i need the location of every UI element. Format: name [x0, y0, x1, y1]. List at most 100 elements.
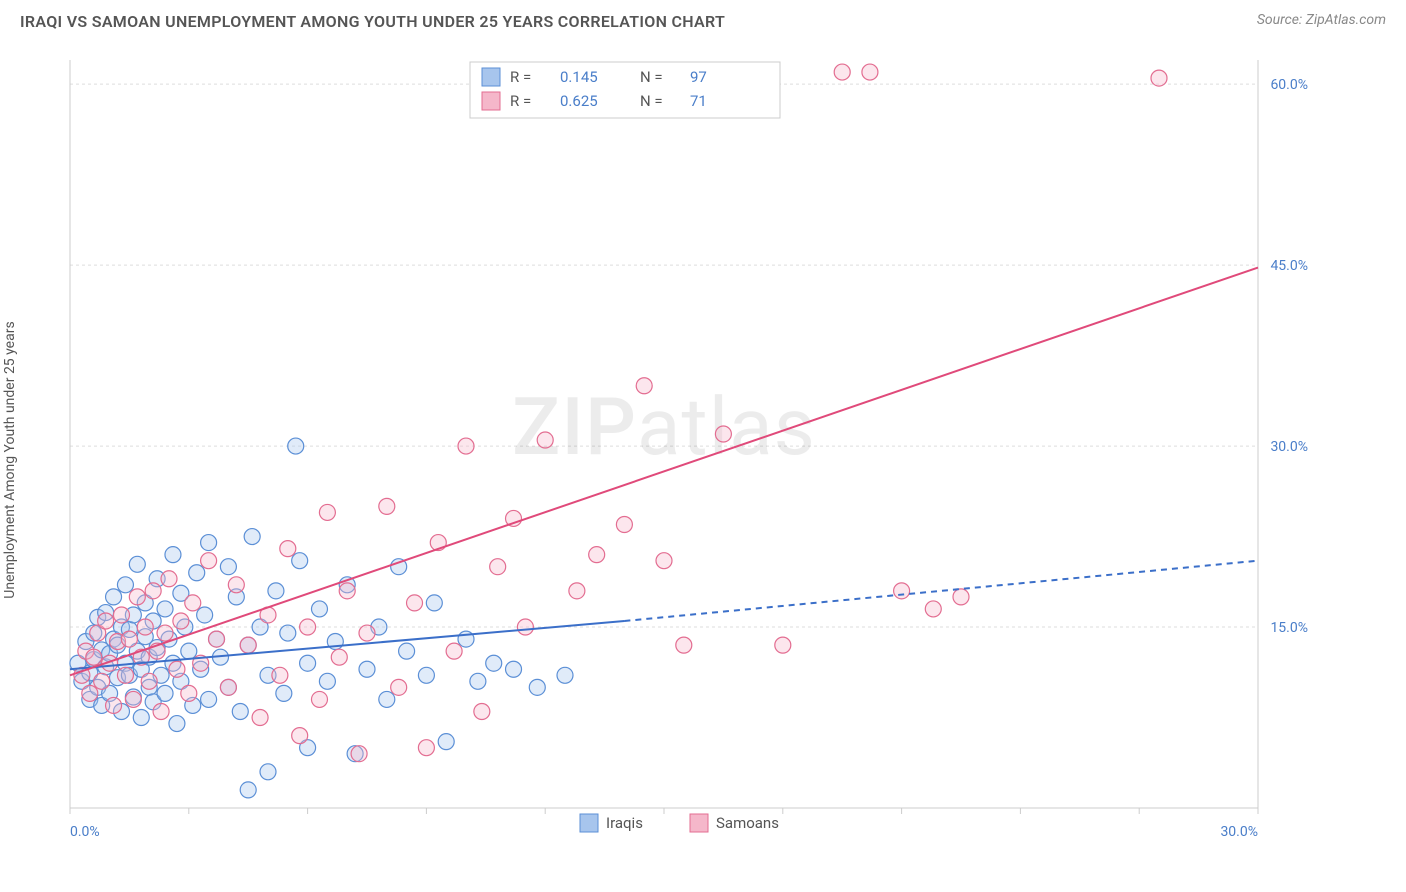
point-samoans	[145, 583, 161, 599]
point-samoans	[252, 710, 268, 726]
point-samoans	[141, 673, 157, 689]
stats-n-label: N =	[640, 92, 663, 110]
point-iraqis	[280, 625, 296, 641]
point-iraqis	[197, 607, 213, 623]
point-samoans	[351, 746, 367, 762]
chart-title: IRAQI VS SAMOAN UNEMPLOYMENT AMONG YOUTH…	[20, 12, 725, 31]
point-samoans	[94, 673, 110, 689]
point-samoans	[220, 679, 236, 695]
point-samoans	[300, 619, 316, 635]
point-samoans	[169, 661, 185, 677]
point-samoans	[311, 691, 327, 707]
point-samoans	[86, 649, 102, 665]
point-iraqis	[260, 764, 276, 780]
stats-r-label: R =	[510, 68, 531, 86]
point-samoans	[359, 625, 375, 641]
point-samoans	[407, 595, 423, 611]
swatch-samoans-icon	[482, 92, 500, 110]
point-samoans	[517, 619, 533, 635]
source-label: Source: ZipAtlas.com	[1257, 12, 1386, 28]
stats-r-iraqis: 0.145	[560, 68, 598, 86]
point-samoans	[616, 516, 632, 532]
point-samoans	[636, 378, 652, 394]
point-samoans	[117, 667, 133, 683]
point-samoans	[331, 649, 347, 665]
point-samoans	[537, 432, 553, 448]
point-samoans	[201, 553, 217, 569]
point-iraqis	[399, 643, 415, 659]
point-samoans	[953, 589, 969, 605]
point-iraqis	[117, 577, 133, 593]
point-samoans	[98, 613, 114, 629]
point-samoans	[121, 631, 137, 647]
stats-n-label: N =	[640, 68, 663, 86]
point-samoans	[391, 679, 407, 695]
point-samoans	[113, 607, 129, 623]
point-iraqis	[165, 547, 181, 563]
point-samoans	[106, 697, 122, 713]
point-samoans	[894, 583, 910, 599]
point-iraqis	[157, 601, 173, 617]
point-iraqis	[379, 691, 395, 707]
chart-container: Unemployment Among Youth under 25 years …	[20, 48, 1386, 872]
point-iraqis	[470, 673, 486, 689]
point-samoans	[157, 625, 173, 641]
point-samoans	[656, 553, 672, 569]
point-iraqis	[486, 655, 502, 671]
point-iraqis	[288, 438, 304, 454]
point-samoans	[272, 667, 288, 683]
point-samoans	[185, 595, 201, 611]
x-tick-label: 30.0%	[1220, 824, 1258, 840]
legend-swatch-iraqis-icon	[580, 814, 598, 832]
point-samoans	[446, 643, 462, 659]
point-samoans	[240, 637, 256, 653]
point-samoans	[129, 589, 145, 605]
point-samoans	[137, 619, 153, 635]
point-samoans	[569, 583, 585, 599]
point-iraqis	[240, 782, 256, 798]
point-samoans	[676, 637, 692, 653]
point-samoans	[181, 685, 197, 701]
point-samoans	[161, 571, 177, 587]
watermark: ZIPatlas	[512, 380, 816, 474]
swatch-iraqis-icon	[482, 68, 500, 86]
point-samoans	[379, 498, 395, 514]
point-iraqis	[201, 691, 217, 707]
point-iraqis	[244, 529, 260, 545]
legend-label-samoans: Samoans	[716, 814, 779, 832]
point-samoans	[153, 703, 169, 719]
point-samoans	[715, 426, 731, 442]
legend-label-iraqis: Iraqis	[606, 814, 643, 832]
point-iraqis	[106, 589, 122, 605]
point-iraqis	[268, 583, 284, 599]
scatter-chart: 15.0%30.0%45.0%60.0%0.0%30.0%ZIPatlasR =…	[20, 48, 1320, 868]
point-iraqis	[506, 661, 522, 677]
point-samoans	[418, 740, 434, 756]
stats-n-iraqis: 97	[690, 68, 707, 86]
point-samoans	[458, 438, 474, 454]
point-iraqis	[201, 535, 217, 551]
point-samoans	[339, 583, 355, 599]
point-iraqis	[292, 553, 308, 569]
point-samoans	[319, 504, 335, 520]
point-samoans	[280, 541, 296, 557]
point-samoans	[228, 577, 244, 593]
point-samoans	[589, 547, 605, 563]
point-samoans	[862, 64, 878, 80]
point-samoans	[173, 613, 189, 629]
point-iraqis	[129, 556, 145, 572]
point-samoans	[82, 685, 98, 701]
y-tick-label: 45.0%	[1270, 258, 1308, 274]
stats-n-samoans: 71	[690, 92, 707, 110]
point-iraqis	[169, 716, 185, 732]
y-tick-label: 30.0%	[1270, 439, 1308, 455]
y-tick-label: 60.0%	[1270, 77, 1308, 93]
legend-swatch-samoans-icon	[690, 814, 708, 832]
trend-samoans	[70, 268, 1258, 676]
y-axis-label: Unemployment Among Youth under 25 years	[2, 321, 18, 598]
point-iraqis	[189, 565, 205, 581]
point-iraqis	[232, 703, 248, 719]
stats-r-samoans: 0.625	[560, 92, 598, 110]
point-samoans	[925, 601, 941, 617]
point-iraqis	[276, 685, 292, 701]
